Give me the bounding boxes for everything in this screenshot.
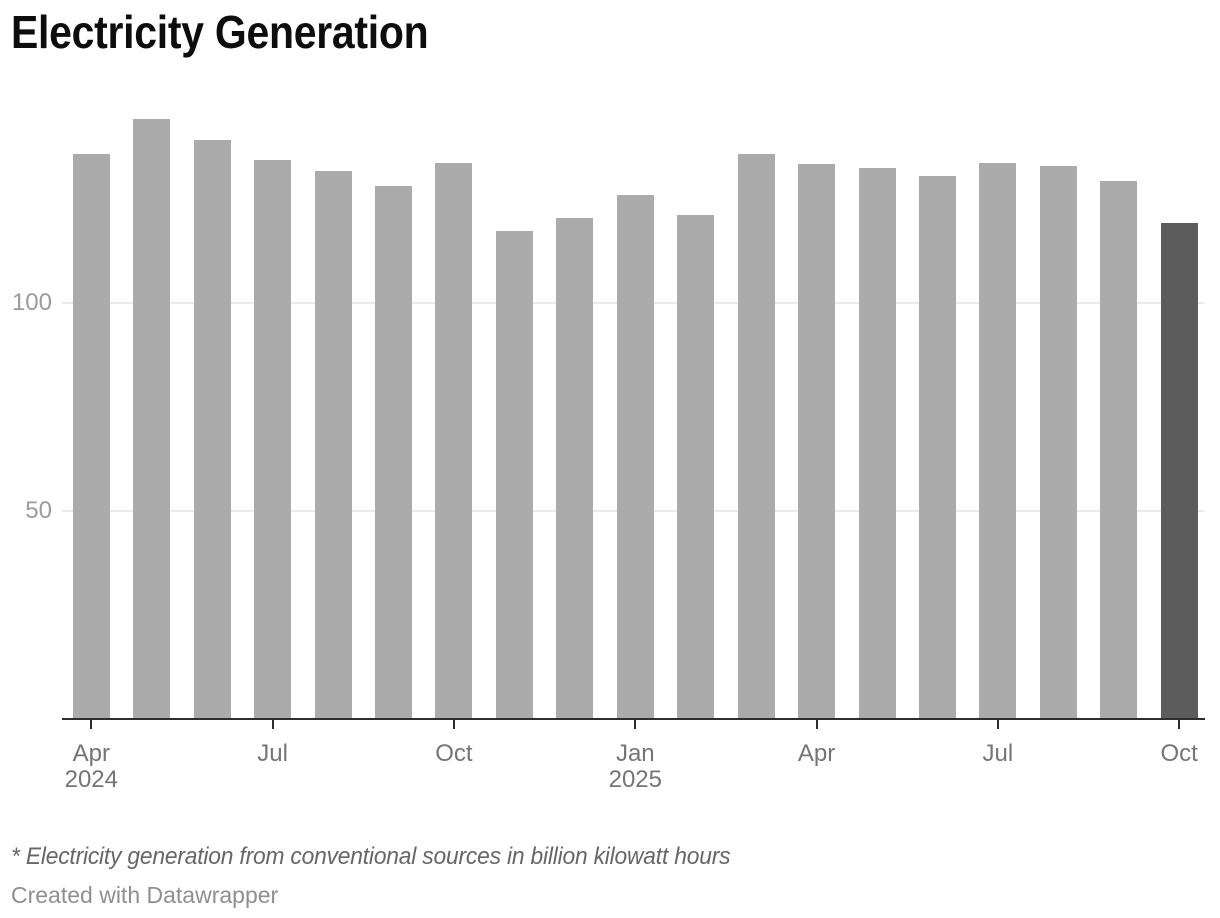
x-axis-tick-apr-2024 (90, 718, 93, 729)
bar-oct-2024[interactable] (435, 162, 473, 718)
bar-jul-2024[interactable] (254, 160, 292, 718)
bar-feb-2025[interactable] (677, 214, 715, 718)
x-axis-label-apr-2025: Apr (797, 740, 836, 767)
x-axis-tick-oct-2025 (1178, 718, 1181, 729)
bar-sep-2024[interactable] (375, 185, 412, 718)
datawrapper-attribution: Created with Datawrapper (11, 882, 279, 908)
x-axis-label-oct-2025: Oct (1160, 740, 1198, 767)
bar-apr-2024[interactable] (72, 154, 110, 718)
x-axis-label-oct-2024: Oct (435, 740, 473, 767)
x-axis-label-apr-2024: Apr 2024 (64, 740, 118, 793)
plot-area: 50 100 Apr 2024 Jul Oct Jan 2025 Apr Jul Oct (11, 118, 1205, 793)
chart-title: Electricity Generation (11, 6, 429, 58)
x-axis-tick-jul-2024 (271, 718, 274, 729)
x-axis-line (62, 718, 1205, 720)
bar-sep-2025[interactable] (1100, 181, 1138, 718)
x-axis-tick-oct-2024 (452, 718, 455, 729)
bar-may-2025[interactable] (858, 167, 896, 718)
x-axis-label-jul-2024: Jul (257, 740, 288, 767)
bar-jun-2025[interactable] (919, 175, 956, 718)
x-axis-tick-apr-2025 (815, 718, 818, 729)
bar-nov-2024[interactable] (495, 231, 533, 718)
bar-dec-2024[interactable] (556, 217, 594, 718)
bar-apr-2025[interactable] (798, 164, 836, 718)
x-axis-label-jul-2025: Jul (982, 740, 1014, 767)
bar-jan-2025[interactable] (616, 195, 654, 718)
bar-may-2024[interactable] (133, 118, 171, 718)
bar-mar-2025[interactable] (737, 154, 775, 718)
y-axis-label-50: 50 (25, 496, 52, 524)
chart-note: * Electricity generation from convention… (11, 843, 731, 870)
y-axis-label-100: 100 (11, 289, 52, 316)
bar-aug-2025[interactable] (1039, 165, 1077, 718)
x-axis-tick-jul-2025 (996, 718, 999, 729)
bar-jun-2024[interactable] (193, 140, 231, 718)
bar-aug-2024[interactable] (314, 170, 352, 718)
bar-oct-2025[interactable] (1160, 223, 1198, 718)
x-axis-tick-jan-2025 (634, 718, 637, 729)
x-axis-label-jan-2025: Jan 2025 (608, 740, 662, 793)
bar-jul-2025[interactable] (979, 162, 1017, 718)
